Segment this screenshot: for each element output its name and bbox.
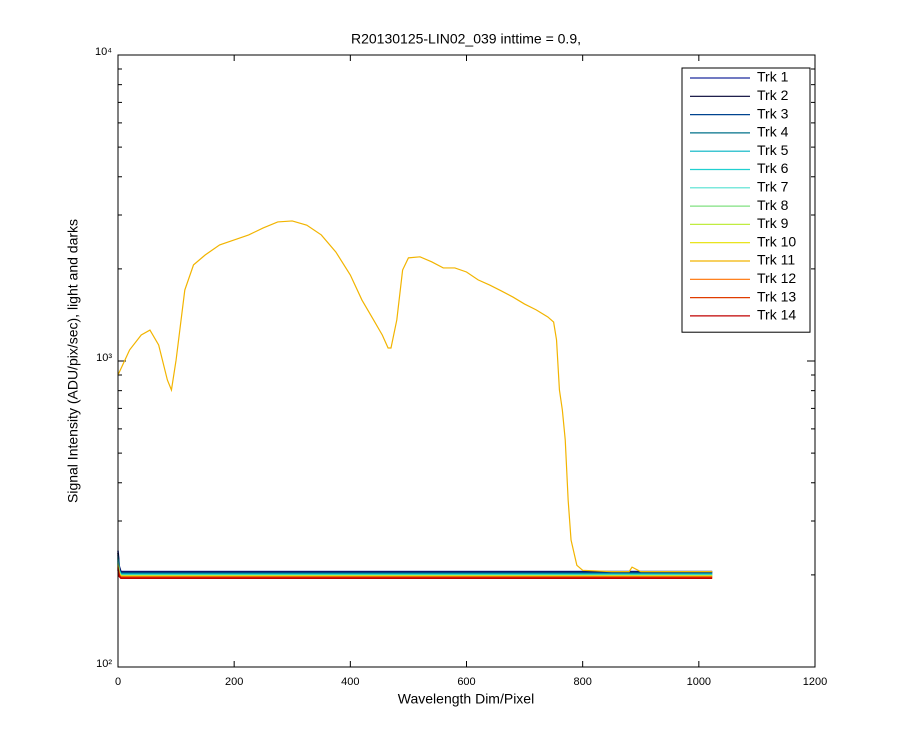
y-tick-label: 10² <box>96 658 112 670</box>
legend-label: Trk 12 <box>757 270 796 286</box>
legend-label: Trk 2 <box>757 87 789 103</box>
legend-label: Trk 10 <box>757 233 796 249</box>
legend-box <box>681 67 811 333</box>
legend-label: Trk 7 <box>757 179 789 195</box>
series-line <box>117 569 713 580</box>
y-tick-label: 10³ <box>96 352 112 364</box>
legend-label: Trk 5 <box>757 142 789 158</box>
x-tick-label: 1200 <box>803 676 827 688</box>
x-tick-label: 200 <box>225 676 243 688</box>
y-tick-label: 10⁴ <box>95 46 112 58</box>
plot-area: 0 200 400 600 800 1000 1200 10² 10³ 10⁴ <box>95 46 827 688</box>
legend-label: Trk 11 <box>757 252 795 268</box>
series-line <box>117 220 713 573</box>
x-tick-label: 600 <box>457 676 475 688</box>
x-axis-label: Wavelength Dim/Pixel <box>398 691 534 707</box>
legend-label: Trk 13 <box>757 288 796 304</box>
legend: Trk 1 Trk 2 Trk 3 Trk 4 Trk 5 Trk 6 Trk 7 Trk 8… <box>681 67 811 333</box>
x-tick-label: 0 <box>115 676 121 688</box>
x-tick-label: 800 <box>573 676 591 688</box>
legend-label: Trk 1 <box>757 69 789 85</box>
legend-label: Trk 6 <box>757 160 789 176</box>
legend-label: Trk 9 <box>757 215 789 231</box>
chart-title: R20130125-LIN02_039 inttime = 0.9, <box>351 31 581 47</box>
legend-label: Trk 14 <box>757 307 796 323</box>
legend-label: Trk 4 <box>757 124 789 140</box>
x-tick-label: 400 <box>341 676 359 688</box>
legend-label: Trk 3 <box>757 105 789 121</box>
axes-box <box>117 54 816 668</box>
x-tick-label: 1000 <box>687 676 711 688</box>
legend-label: Trk 8 <box>757 197 789 213</box>
y-axis-label: Signal Intensity (ADU/pix/sec), light an… <box>65 219 81 503</box>
